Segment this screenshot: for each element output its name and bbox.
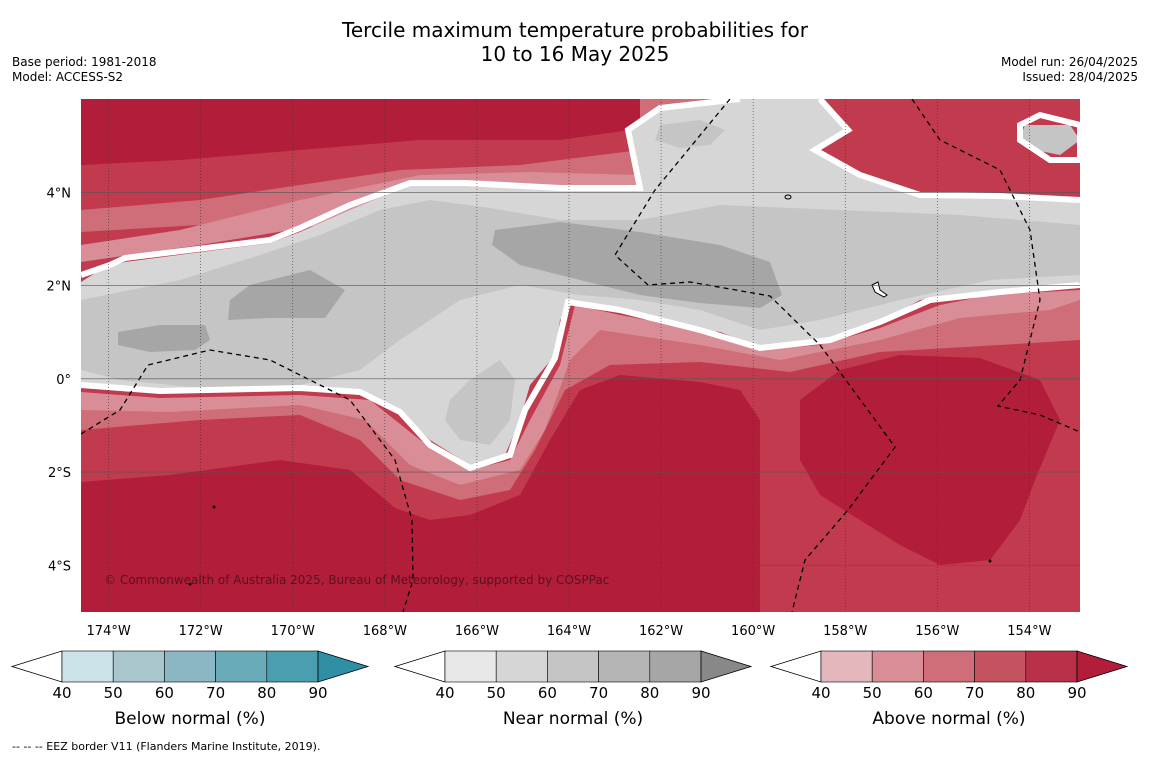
colorbar-tick-label: 80: [1016, 684, 1036, 702]
lat-tick-label: 2°N: [47, 280, 72, 295]
colorbar: [769, 650, 1129, 683]
tercile-boundary-island: [1017, 111, 1080, 163]
colorbar-segment: [871, 650, 924, 683]
colorbar-tick-label: 60: [154, 684, 174, 702]
near-normal-high-1: [492, 222, 782, 308]
colorbar-segment: [164, 650, 216, 683]
eez-borders: [81, 99, 1080, 612]
colorbar-low-extension: [393, 650, 446, 683]
base-period: Base period: 1981-2018: [12, 55, 157, 69]
lat-tick-label: 0°: [56, 373, 71, 388]
above-normal-south-high-east: [800, 355, 1060, 565]
lat-tick-label: 4°S: [48, 559, 71, 574]
title-line-2: 10 to 16 May 2025: [480, 42, 670, 66]
graticule: [81, 99, 1080, 612]
lon-tick-label: 166°W: [455, 624, 499, 639]
colorbar-tick-label: 60: [537, 684, 557, 702]
colorbar-segment: [923, 650, 975, 683]
island-5: [988, 559, 992, 563]
colorbar-title: Below normal (%): [114, 709, 266, 729]
colorbar-segment: [444, 650, 497, 683]
tercile-boundary-northeast: [809, 99, 1080, 203]
colorbar-tick-label: 60: [913, 684, 933, 702]
above-normal-north-low: [81, 99, 760, 232]
colorbar-tick-label: 90: [691, 684, 711, 702]
lon-tick-label: 162°W: [639, 624, 683, 639]
colorbar-tick-label: 80: [640, 684, 660, 702]
model-run: Model run: 26/04/2025: [1000, 55, 1138, 69]
lon-tick-label: 168°W: [363, 624, 407, 639]
probability-field: © Commonwealth of Australia 2025, Bureau…: [81, 99, 1080, 612]
colorbar-low-extension: [10, 650, 63, 683]
tercile-boundary-north: [81, 99, 741, 278]
colorbar-segment: [820, 650, 873, 683]
lat-tick-label: 4°N: [47, 186, 72, 201]
island-1: [784, 194, 792, 200]
title-line-1: Tercile maximum temperature probabilitie…: [342, 18, 808, 42]
island-3: [212, 505, 216, 509]
colorbar: [10, 650, 370, 683]
colorbar-tick-label: 40: [52, 684, 72, 702]
tercile-boundary-south: [81, 282, 1080, 472]
model-name: Model: ACCESS-S2: [12, 70, 124, 84]
colorbar-segment: [215, 650, 268, 683]
lon-tick-label: 158°W: [823, 624, 867, 639]
issued-date: Issued: 28/04/2025: [1022, 70, 1138, 84]
lon-tick-label: 174°W: [87, 624, 131, 639]
lon-tick-label: 170°W: [271, 624, 315, 639]
lon-tick-label: 172°W: [179, 624, 223, 639]
colorbar-high-extension: [700, 650, 753, 683]
near-normal-mid-3: [655, 120, 725, 148]
colorbar-segment: [974, 650, 1027, 683]
above-normal-south-high: [81, 375, 760, 612]
colorbar-title: Near normal (%): [502, 709, 644, 729]
lon-tick-label: 156°W: [915, 624, 959, 639]
above-normal-north-high: [81, 99, 760, 165]
axis-ticks: 174°W 172°W 170°W 168°W 166°W 164°W 162°W 160°W…: [47, 186, 1052, 639]
copyright-text: © Commonwealth of Australia 2025, Bureau…: [104, 573, 609, 587]
lon-tick-label: 160°W: [731, 624, 775, 639]
colorbar-low-extension: [769, 650, 822, 683]
meta-left: Base period: 1981-2018 Model: ACCESS-S2: [12, 55, 157, 85]
colorbar-tick-label: 90: [1067, 684, 1087, 702]
colorbar-tick-label: 80: [257, 684, 277, 702]
colorbar-segment: [266, 650, 319, 683]
eez-footnote: -- -- -- EEZ border V11 (Flanders Marine…: [12, 740, 321, 753]
island-4: [188, 582, 192, 586]
colorbar-segment: [61, 650, 114, 683]
lon-tick-label: 154°W: [1007, 624, 1051, 639]
near-normal-high-3: [118, 325, 210, 352]
colorbar-tick-label: 40: [811, 684, 831, 702]
colorbar-tick-label: 70: [206, 684, 226, 702]
colorbar-tick-label: 70: [965, 684, 985, 702]
colorbar-segment: [598, 650, 651, 683]
colorbars: [10, 650, 1129, 683]
colorbar-tick-label: 40: [435, 684, 455, 702]
lon-tick-label: 164°W: [547, 624, 591, 639]
meta-right: Model run: 26/04/2025 Issued: 28/04/2025: [1001, 55, 1138, 85]
colorbar-tick-label: 50: [103, 684, 123, 702]
colorbar-segment: [495, 650, 548, 683]
near-normal-high-2: [228, 270, 345, 320]
colorbar-title: Above normal (%): [872, 709, 1026, 729]
colorbar-segment: [547, 650, 599, 683]
colorbar-tick-label: 50: [862, 684, 882, 702]
lat-tick-label: 2°S: [48, 466, 71, 481]
colorbar-tick-label: 70: [589, 684, 609, 702]
colorbar: [393, 650, 753, 683]
colorbar-segment: [112, 650, 165, 683]
colorbar-segment: [649, 650, 702, 683]
colorbar-high-extension: [1076, 650, 1129, 683]
colorbar-tick-label: 50: [486, 684, 506, 702]
colorbar-segment: [1025, 650, 1078, 683]
map-title: Tercile maximum temperature probabilitie…: [0, 18, 1150, 66]
near-normal-mid-2: [445, 360, 515, 445]
colorbar-tick-label: 90: [308, 684, 328, 702]
near-normal-mid-1: [81, 200, 1080, 388]
colorbar-high-extension: [317, 650, 370, 683]
